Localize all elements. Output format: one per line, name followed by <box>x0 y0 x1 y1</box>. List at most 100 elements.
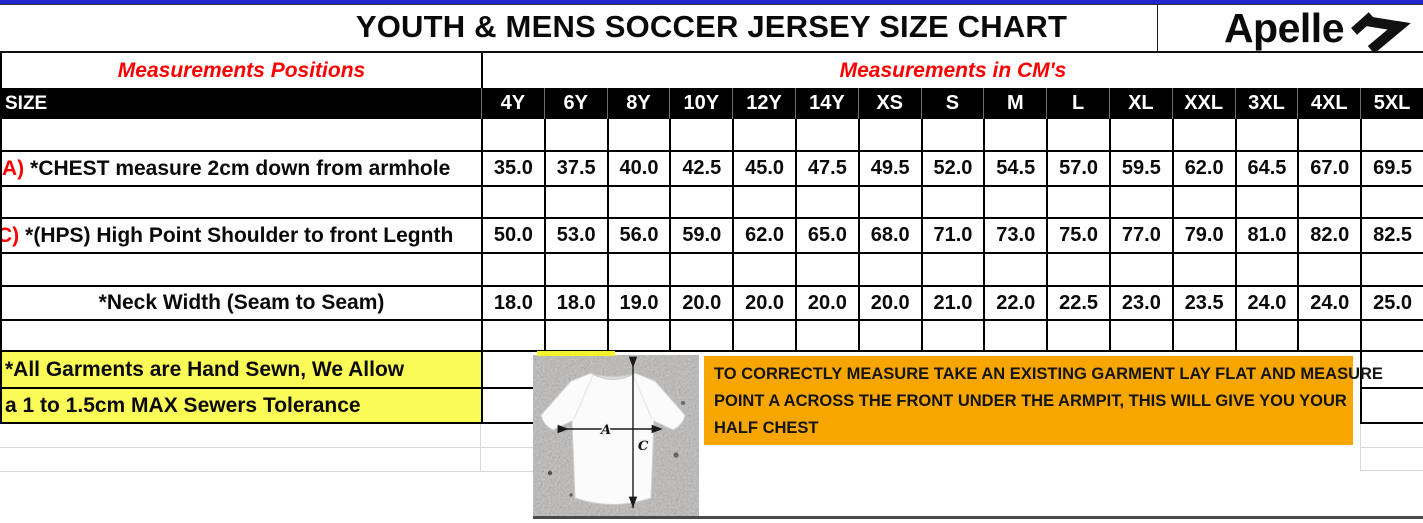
empty-cell <box>794 187 858 217</box>
empty-cell <box>857 254 921 285</box>
empty-label-cell <box>2 119 481 150</box>
positions-header-cell: Measurements Positions <box>2 53 483 88</box>
value-cell: 19.0 <box>606 287 670 319</box>
empty-cell <box>1171 321 1235 350</box>
empty-cell <box>1360 254 1423 285</box>
value-cell: 81.0 <box>1234 219 1298 252</box>
empty-cell <box>1360 448 1423 471</box>
value-cell: 45.0 <box>732 152 795 185</box>
top-accent-bar <box>0 0 1423 5</box>
empty-cell <box>920 321 984 350</box>
hps-row: (C) *(HPS) High Point Shoulder to front … <box>0 219 1423 254</box>
size-header-row: SIZE 4Y 6Y 8Y 10Y 12Y 14Y XS S M L XL XX… <box>0 88 1423 119</box>
size-header-cell: 6Y <box>543 88 607 119</box>
empty-cell <box>669 254 732 285</box>
size-header-cell: XS <box>857 88 921 119</box>
value-cell: 37.5 <box>543 152 607 185</box>
brand-logo: Apelle <box>1224 5 1411 51</box>
empty-cell <box>1360 321 1423 350</box>
value-cell: 77.0 <box>1108 219 1172 252</box>
value-cell: 20.0 <box>669 287 732 319</box>
value-cell: 69.5 <box>1360 152 1423 185</box>
chest-row: (A) *CHEST measure 2cm down from armhole… <box>0 152 1423 187</box>
empty-cell <box>983 119 1046 150</box>
size-header-cell: S <box>920 88 984 119</box>
value-cell: 52.0 <box>920 152 984 185</box>
value-cell: 20.0 <box>794 287 858 319</box>
empty-cell <box>1108 321 1172 350</box>
size-header-cell: L <box>1046 88 1109 119</box>
empty-cell <box>1108 254 1172 285</box>
double-chevron-right-icon <box>1351 12 1411 51</box>
empty-cell <box>1046 321 1109 350</box>
empty-cell <box>732 187 795 217</box>
empty-cell <box>481 119 544 150</box>
empty-cell <box>1360 352 1423 389</box>
tshirt-image: A C <box>533 355 699 516</box>
empty-cell <box>606 119 670 150</box>
size-header-cell: 8Y <box>606 88 670 119</box>
instruction-line: TO CORRECTLY MEASURE TAKE AN EXISTING GA… <box>714 365 1383 383</box>
size-header-cell: 5XL <box>1360 88 1423 119</box>
faint-grid-row <box>0 448 533 472</box>
size-header-cell: 10Y <box>669 88 732 119</box>
value-cell: 20.0 <box>857 287 921 319</box>
empty-cell <box>732 119 795 150</box>
empty-cell <box>1297 187 1360 217</box>
value-cell: 25.0 <box>1360 287 1423 319</box>
cm-header-cell: Measurements in CM's <box>483 53 1423 88</box>
empty-cell <box>1171 119 1235 150</box>
value-cell: 18.0 <box>481 287 544 319</box>
empty-cell <box>983 321 1046 350</box>
note-row-2: a 1 to 1.5cm MAX Sewers Tolerance <box>0 389 545 424</box>
size-header-cell: 4Y <box>481 88 544 119</box>
empty-cell <box>732 321 795 350</box>
empty-cell <box>794 119 858 150</box>
size-header-cell: 14Y <box>794 88 858 119</box>
length-arrow-label: C <box>638 439 649 454</box>
empty-cell <box>481 254 544 285</box>
empty-cell <box>794 254 858 285</box>
value-cell: 71.0 <box>920 219 984 252</box>
value-cell: 59.5 <box>1108 152 1172 185</box>
cm-header-label: Measurements in CM's <box>839 58 1067 82</box>
note-row-1: *All Garments are Hand Sewn, We Allow <box>0 352 545 389</box>
yellow-highlight-strip <box>537 351 615 356</box>
size-header-cell: XXL <box>1171 88 1235 119</box>
bottom-border-line <box>533 516 1423 519</box>
empty-cell <box>1234 119 1298 150</box>
faint-grid-row <box>0 424 533 448</box>
empty-cell <box>1360 187 1423 217</box>
value-cell: 24.0 <box>1297 287 1360 319</box>
value-cell: 62.0 <box>732 219 795 252</box>
neck-row-label-cell: *Neck Width (Seam to Seam) <box>2 287 481 319</box>
title-row: YOUTH & MENS SOCCER JERSEY SIZE CHART Ap… <box>0 5 1423 53</box>
empty-cell <box>606 187 670 217</box>
empty-cell <box>1234 321 1298 350</box>
spacer-row <box>0 187 1423 219</box>
empty-cell <box>1046 187 1109 217</box>
instruction-line: POINT A ACROSS THE FRONT UNDER THE ARMPI… <box>714 392 1347 410</box>
value-cell: 22.5 <box>1046 287 1109 319</box>
value-cell: 49.5 <box>857 152 921 185</box>
tshirt-measurement-diagram: A C <box>533 355 699 516</box>
empty-cell <box>1108 187 1172 217</box>
neck-row: *Neck Width (Seam to Seam) 18.0 18.0 19.0 2… <box>0 287 1423 321</box>
empty-cell <box>794 321 858 350</box>
value-cell: 42.5 <box>669 152 732 185</box>
empty-cell <box>669 187 732 217</box>
positions-header-label: Measurements Positions <box>117 58 366 82</box>
empty-cell <box>857 321 921 350</box>
value-cell: 23.0 <box>1108 287 1172 319</box>
size-column-label: SIZE <box>5 92 48 114</box>
empty-label-cell <box>2 254 481 285</box>
empty-cell <box>1171 254 1235 285</box>
instruction-line: HALF CHEST <box>714 419 819 437</box>
value-cell: 73.0 <box>983 219 1046 252</box>
empty-cell <box>669 119 732 150</box>
value-cell: 18.0 <box>543 287 607 319</box>
empty-cell <box>1234 254 1298 285</box>
value-cell: 57.0 <box>1046 152 1109 185</box>
empty-cell <box>606 254 670 285</box>
